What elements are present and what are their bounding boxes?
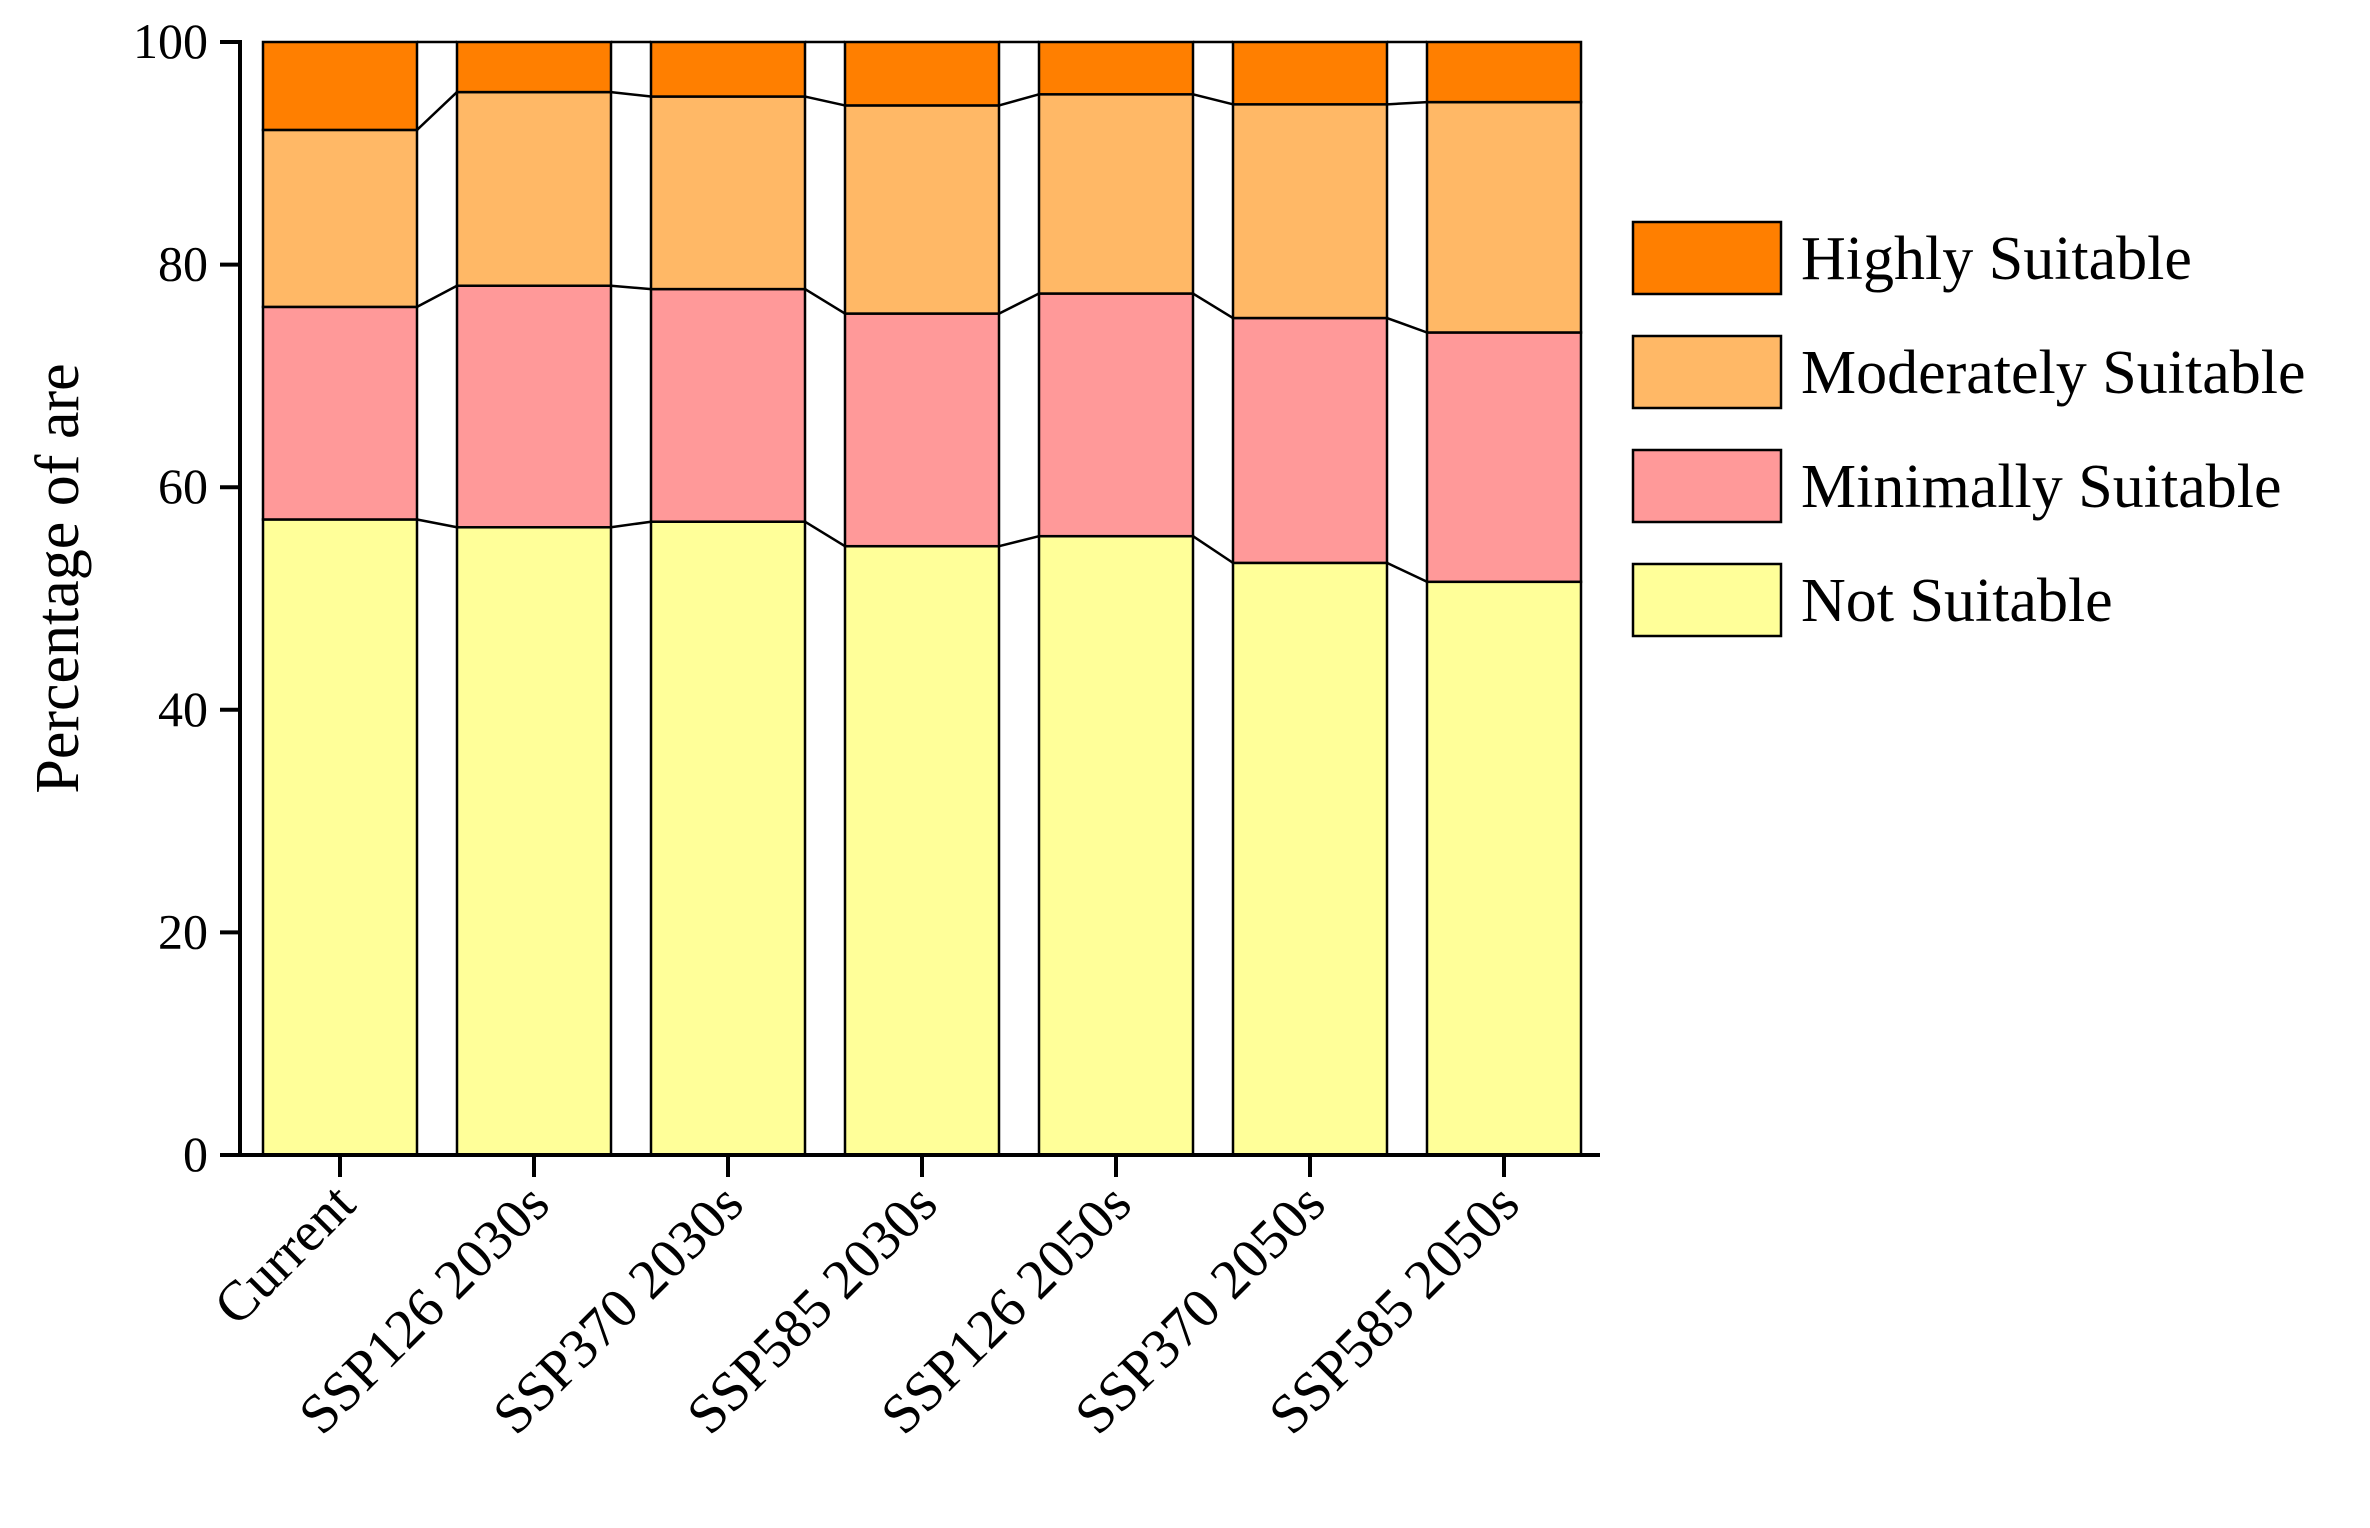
bar-moderately-suitable-ssp585-2050s [1425, 100, 1583, 334]
legend-item-moderately-suitable: Moderately Suitable [1631, 334, 2305, 410]
bar-highly-suitable-ssp370-2050s [1231, 40, 1389, 106]
bar-minimally-suitable-ssp126-2050s [1037, 292, 1195, 538]
legend-label-moderately-suitable: Moderately Suitable [1801, 339, 2305, 407]
bar-moderately-suitable-ssp126-2050s [1037, 93, 1195, 295]
bar-highly-suitable-ssp126-2050s [1037, 40, 1195, 96]
y-tick-label-60: 60 [158, 458, 208, 514]
bar-minimally-suitable-ssp585-2050s [1425, 331, 1583, 584]
bar-moderately-suitable-ssp126-2030s [455, 90, 613, 287]
y-tick-label-40: 40 [158, 681, 208, 737]
connector-minimally-suitable-5 [1192, 292, 1234, 320]
bar-not-suitable-ssp585-2050s [1425, 580, 1583, 1157]
bar-not-suitable-ssp370-2050s [1231, 561, 1389, 1157]
y-tick-label-80: 80 [158, 236, 208, 292]
connector-not-suitable-4 [998, 534, 1040, 548]
bars-layer [261, 40, 1583, 1157]
bar-highly-suitable-ssp370-2030s [649, 40, 807, 98]
bar-highly-suitable-ssp585-2050s [1425, 40, 1583, 104]
connector-not-suitable-6 [1386, 561, 1428, 583]
connector-not-suitable-2 [610, 520, 652, 529]
connector-moderately-suitable-6 [1386, 100, 1428, 106]
connector-moderately-suitable-2 [610, 90, 652, 98]
connector-minimally-suitable-4 [998, 292, 1040, 315]
bar-moderately-suitable-ssp370-2030s [649, 95, 807, 291]
connector-minimally-suitable-1 [416, 284, 458, 308]
bar-highly-suitable-ssp585-2030s [843, 40, 1001, 107]
bar-moderately-suitable-ssp370-2050s [1231, 103, 1389, 320]
bar-not-suitable-ssp370-2030s [649, 520, 807, 1157]
x-tick-label-current: Current [202, 1172, 367, 1337]
connector-moderately-suitable-5 [1192, 93, 1234, 106]
connector-not-suitable-1 [416, 518, 458, 529]
connector-not-suitable-3 [804, 520, 846, 548]
bar-minimally-suitable-ssp370-2050s [1231, 316, 1389, 565]
legend-item-highly-suitable: Highly Suitable [1631, 220, 2192, 296]
bar-minimally-suitable-current [261, 305, 419, 521]
legend-swatch-moderately-suitable [1631, 334, 1783, 410]
bar-moderately-suitable-current [261, 128, 419, 309]
legend-swatch-highly-suitable [1631, 220, 1783, 296]
legend-item-minimally-suitable: Minimally Suitable [1631, 448, 2281, 524]
bar-minimally-suitable-ssp370-2030s [649, 287, 807, 523]
bar-not-suitable-ssp585-2030s [843, 544, 1001, 1157]
bar-moderately-suitable-ssp585-2030s [843, 104, 1001, 315]
bar-minimally-suitable-ssp585-2030s [843, 312, 1001, 548]
connector-minimally-suitable-6 [1386, 316, 1428, 334]
y-tick-label-20: 20 [158, 903, 208, 959]
bar-not-suitable-current [261, 518, 419, 1157]
connector-lines [416, 40, 1428, 583]
legend-item-not-suitable: Not Suitable [1631, 562, 2113, 638]
bar-highly-suitable-current [261, 40, 419, 132]
legend-label-not-suitable: Not Suitable [1801, 567, 2113, 635]
bar-highly-suitable-ssp126-2030s [455, 40, 613, 94]
bar-not-suitable-ssp126-2030s [455, 526, 613, 1157]
connector-minimally-suitable-2 [610, 284, 652, 291]
bar-not-suitable-ssp126-2050s [1037, 534, 1195, 1157]
connector-moderately-suitable-1 [416, 91, 458, 131]
legend: Highly Suitable Moderately Suitable Minima… [1631, 220, 2305, 638]
legend-swatch-not-suitable [1631, 562, 1783, 638]
connector-moderately-suitable-4 [998, 93, 1040, 107]
legend-swatch-minimally-suitable [1631, 448, 1783, 524]
legend-label-highly-suitable: Highly Suitable [1801, 225, 2192, 293]
connector-not-suitable-5 [1192, 535, 1234, 564]
y-tick-label-0: 0 [183, 1126, 208, 1182]
y-tick-label-100: 100 [133, 13, 208, 69]
connector-minimally-suitable-3 [804, 288, 846, 315]
legend-label-minimally-suitable: Minimally Suitable [1801, 453, 2281, 521]
bar-minimally-suitable-ssp126-2030s [455, 284, 613, 529]
connector-moderately-suitable-3 [804, 95, 846, 107]
y-axis-title: Percentage of are [24, 363, 92, 793]
